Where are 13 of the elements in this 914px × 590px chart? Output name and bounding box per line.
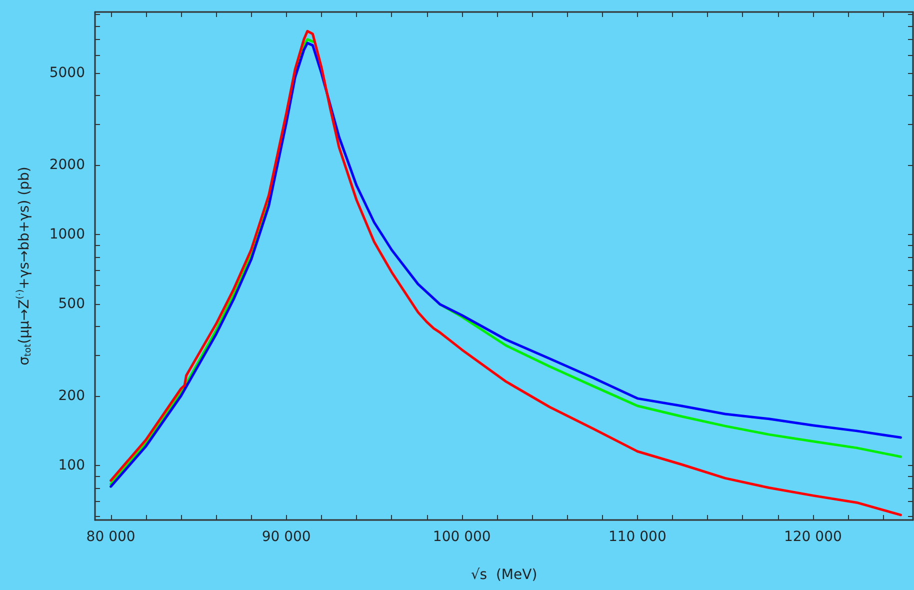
x-tick-label: 80 000 (86, 529, 136, 545)
y-tick-label: 200 (58, 388, 85, 404)
y-tick-label: 5000 (49, 65, 85, 82)
x-tick-label: 110 000 (608, 529, 666, 545)
x-tick-label: 90 000 (262, 529, 311, 545)
x-tick-label: 100 000 (432, 529, 491, 545)
y-tick-label: 1000 (49, 226, 85, 243)
y-tick-label: 100 (58, 457, 85, 474)
x-tick-label: 120 000 (784, 529, 842, 545)
y-tick-label: 500 (58, 296, 85, 312)
y-axis-title: σtot(μμ→Z(·)+γs→bb+γs) (pb) (16, 166, 34, 366)
y-tick-label: 2000 (49, 157, 85, 174)
x-axis-title: √s (MeV) (470, 567, 538, 583)
